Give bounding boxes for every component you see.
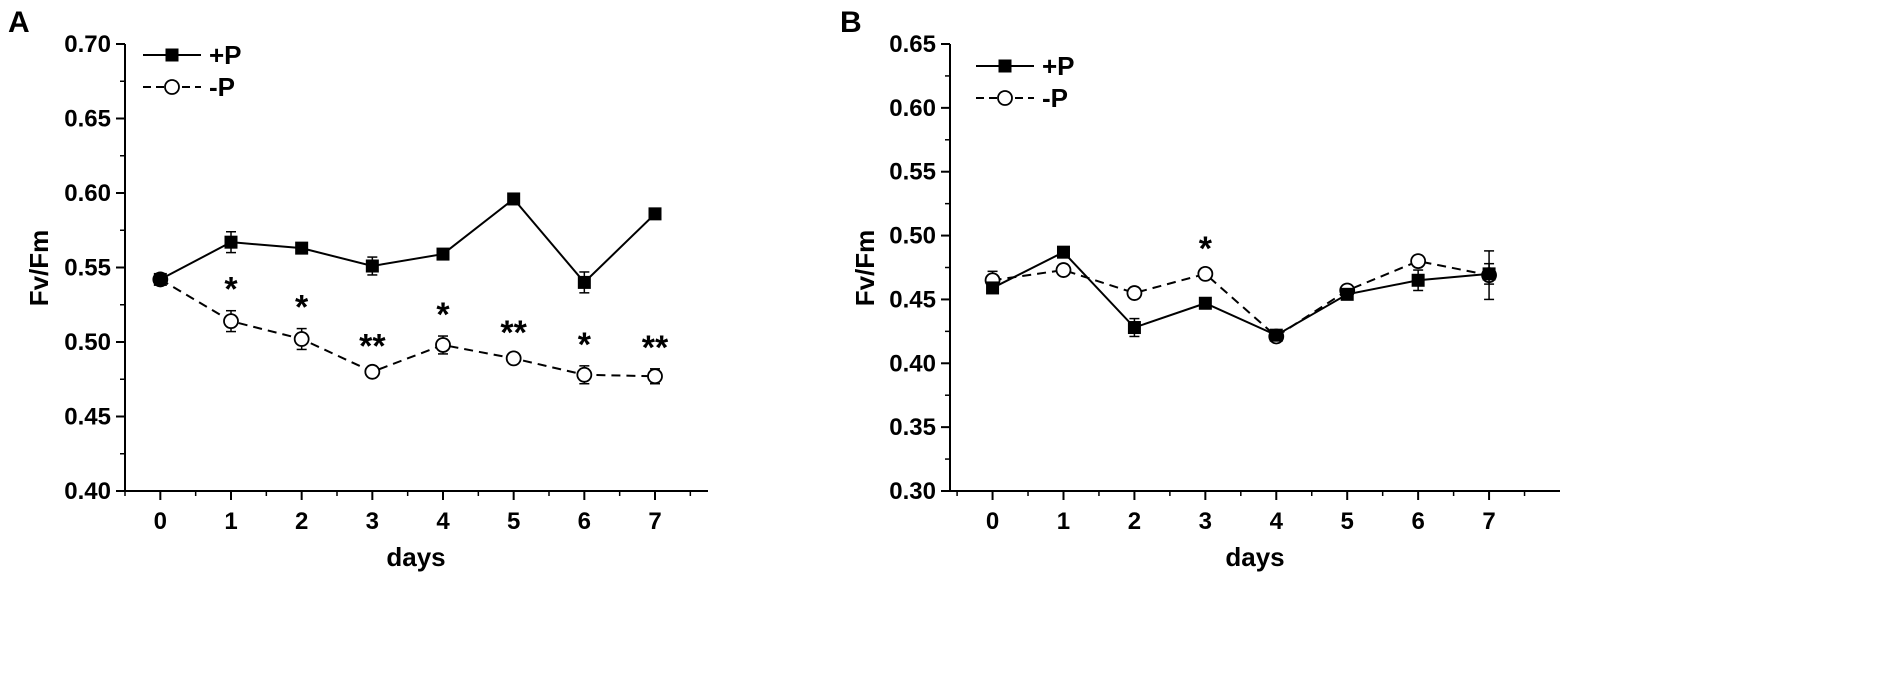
panel-b: B 0.30 0.35 0.40 0.45 0.50 0.55 0.60 0.65 0 1 2 3 4 5 6… bbox=[840, 6, 1560, 572]
significance-marker: * bbox=[436, 296, 450, 334]
data-point bbox=[436, 247, 450, 261]
series-line bbox=[159, 278, 656, 378]
y-tick-label: 0.65 bbox=[889, 31, 936, 58]
x-tick-label: 6 bbox=[1411, 508, 1424, 535]
data-point bbox=[223, 313, 239, 330]
x-tick-label: 2 bbox=[1128, 508, 1141, 535]
significance-marker: ** bbox=[500, 314, 527, 352]
data-point bbox=[1482, 267, 1496, 281]
data-point bbox=[1055, 262, 1072, 278]
series-plus-p bbox=[986, 245, 1496, 342]
data-point bbox=[1340, 287, 1354, 301]
legend-label: -P bbox=[209, 72, 235, 102]
significance-marker: * bbox=[1199, 230, 1213, 268]
data-point bbox=[364, 363, 381, 380]
series-minus-p bbox=[984, 250, 1497, 345]
x-tick-label: 1 bbox=[1057, 508, 1070, 535]
data-point bbox=[648, 207, 662, 221]
y-tick-label: 0.70 bbox=[64, 31, 111, 58]
data-point bbox=[295, 241, 309, 255]
x-tick-label: 5 bbox=[507, 508, 520, 535]
data-point bbox=[647, 368, 663, 385]
x-tick-label: 6 bbox=[578, 508, 591, 535]
x-tick-label: 0 bbox=[986, 508, 999, 535]
series-minus-p bbox=[152, 271, 663, 385]
y-tick-label: 0.30 bbox=[889, 478, 936, 505]
legend-label: -P bbox=[1042, 83, 1068, 113]
data-point bbox=[1269, 328, 1283, 342]
y-axis-title: Fv/Fm bbox=[850, 230, 880, 307]
legend-label: +P bbox=[1042, 51, 1075, 81]
y-tick-label: 0.35 bbox=[889, 414, 936, 441]
x-tick-label: 1 bbox=[224, 508, 237, 535]
x-tick-label: 2 bbox=[295, 508, 308, 535]
x-tick-label: 7 bbox=[648, 508, 661, 535]
x-axis-title: days bbox=[386, 542, 445, 572]
series-line bbox=[159, 197, 656, 284]
data-point bbox=[577, 275, 591, 289]
legend-marker bbox=[165, 48, 179, 62]
panel-a: A 0.40 0.45 0.50 0.55 0.60 0.65 0.70 0 1 2 3 4 5 6 7 day… bbox=[8, 6, 708, 572]
series-line bbox=[992, 250, 1490, 337]
data-point bbox=[1126, 285, 1143, 301]
significance-marker: * bbox=[295, 289, 309, 327]
significance-marker: ** bbox=[642, 329, 669, 367]
data-point bbox=[293, 331, 310, 347]
legend-marker bbox=[164, 79, 180, 95]
data-point bbox=[1198, 296, 1212, 310]
panel-label: B bbox=[840, 6, 862, 39]
data-point bbox=[1056, 245, 1070, 259]
series-plus-p bbox=[153, 192, 662, 294]
legend: +P-P bbox=[143, 40, 242, 102]
data-point bbox=[1197, 265, 1214, 282]
data-point bbox=[1410, 253, 1427, 270]
x-tick-label: 5 bbox=[1341, 508, 1354, 535]
x-tick-label: 7 bbox=[1482, 508, 1495, 535]
legend-marker bbox=[997, 90, 1013, 106]
data-point bbox=[576, 366, 593, 383]
y-tick-label: 0.60 bbox=[64, 180, 111, 207]
y-tick-label: 0.60 bbox=[889, 95, 936, 122]
x-tick-label: 3 bbox=[1199, 508, 1212, 535]
x-tick-label: 0 bbox=[154, 508, 167, 535]
y-tick-label: 0.45 bbox=[889, 286, 936, 313]
y-tick-label: 0.40 bbox=[64, 478, 111, 505]
data-point bbox=[224, 235, 238, 249]
y-tick-label: 0.55 bbox=[64, 255, 111, 282]
x-tick-label: 3 bbox=[366, 508, 379, 535]
significance-marker: * bbox=[578, 326, 592, 364]
legend: +P-P bbox=[976, 51, 1075, 113]
data-point bbox=[1127, 321, 1141, 335]
significance-marker: ** bbox=[359, 327, 386, 365]
x-axis-title: days bbox=[1225, 542, 1284, 572]
data-point bbox=[153, 272, 167, 286]
y-tick-label: 0.55 bbox=[889, 159, 936, 186]
data-point bbox=[435, 337, 451, 353]
y-tick-label: 0.50 bbox=[64, 329, 111, 356]
y-tick-label: 0.40 bbox=[889, 350, 936, 377]
y-axis-title: Fv/Fm bbox=[24, 230, 54, 307]
data-point bbox=[365, 259, 379, 273]
significance-marker: * bbox=[224, 271, 238, 309]
legend-label: +P bbox=[209, 40, 242, 70]
x-tick-label: 4 bbox=[1270, 508, 1284, 535]
data-point bbox=[1411, 273, 1425, 287]
legend-marker bbox=[998, 59, 1012, 73]
panel-label: A bbox=[8, 6, 30, 39]
y-tick-label: 0.45 bbox=[64, 404, 111, 431]
y-tick-label: 0.65 bbox=[64, 106, 111, 133]
data-point bbox=[505, 350, 522, 367]
data-point bbox=[507, 192, 521, 206]
y-tick-label: 0.50 bbox=[889, 223, 936, 250]
x-tick-label: 4 bbox=[436, 508, 450, 535]
data-point bbox=[986, 281, 1000, 295]
